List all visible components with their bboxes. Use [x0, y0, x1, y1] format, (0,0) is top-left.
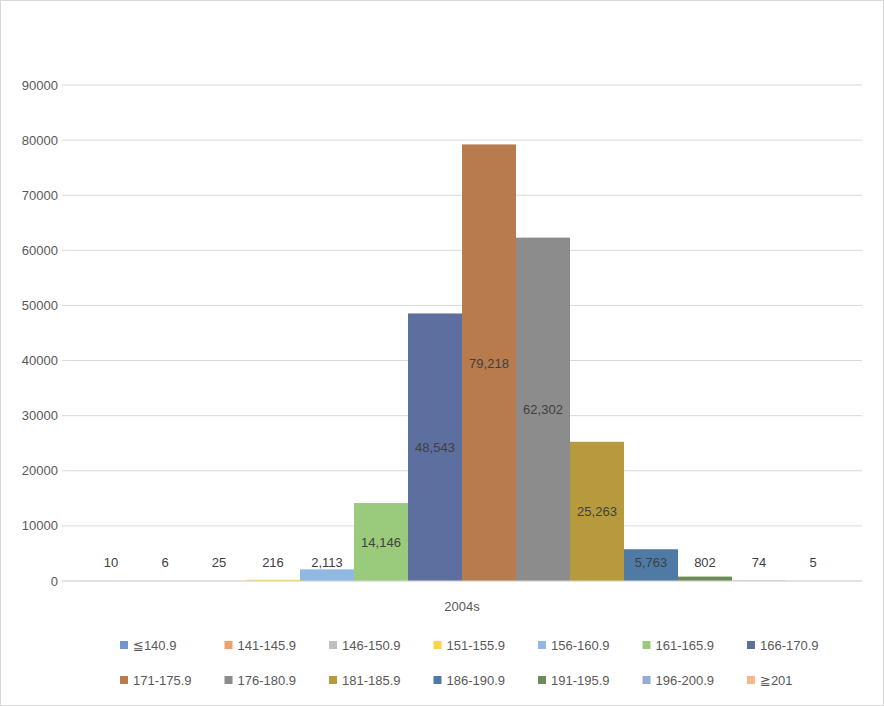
- data-label: 25,263: [577, 504, 617, 519]
- data-label: 6: [161, 555, 168, 570]
- data-label: 14,146: [361, 535, 401, 550]
- bar: [624, 549, 678, 581]
- legend-swatch: [643, 676, 651, 684]
- data-label: 5,763: [635, 555, 668, 570]
- legend-swatch: [329, 641, 337, 649]
- bar: [516, 238, 570, 581]
- legend-swatch: [120, 641, 128, 649]
- legend-swatch: [225, 641, 233, 649]
- bar: [462, 144, 516, 581]
- data-label: 10: [104, 555, 118, 570]
- bar: [678, 577, 732, 581]
- data-label: 62,302: [523, 402, 563, 417]
- data-label: 79,218: [469, 356, 509, 371]
- y-tick-label: 70000: [22, 188, 58, 203]
- legend-label: 186-190.9: [447, 673, 506, 688]
- y-tick-label: 30000: [22, 408, 58, 423]
- grid-line: [62, 85, 862, 86]
- y-tick-label: 60000: [22, 243, 58, 258]
- legend-label: 191-195.9: [551, 673, 610, 688]
- legend-label: 181-185.9: [342, 673, 401, 688]
- legend-swatch: [643, 641, 651, 649]
- x-axis-line: [62, 581, 862, 582]
- legend-label: 141-145.9: [238, 638, 297, 653]
- legend-swatch: [434, 641, 442, 649]
- legend-label: 171-175.9: [133, 673, 192, 688]
- legend-swatch: [538, 676, 546, 684]
- legend-swatch: [120, 676, 128, 684]
- chart-border: [1, 1, 884, 706]
- bar: [408, 313, 462, 581]
- y-tick-label: 20000: [22, 463, 58, 478]
- legend-label: 151-155.9: [447, 638, 506, 653]
- y-tick-label: 90000: [22, 78, 58, 93]
- legend-swatch: [434, 676, 442, 684]
- data-labels: 10 6 25 216 2,113 14,146 48,543 79,218 62,302 25,…: [104, 356, 817, 570]
- grid-line: [62, 140, 862, 141]
- legend-label: 166-170.9: [760, 638, 819, 653]
- y-tick-label: 10000: [22, 518, 58, 533]
- legend-swatch: [225, 676, 233, 684]
- legend-label: 161-165.9: [656, 638, 715, 653]
- y-tick-label: 50000: [22, 298, 58, 313]
- legend-label: 156-160.9: [551, 638, 610, 653]
- data-label: 2,113: [311, 555, 343, 570]
- bar: [570, 442, 624, 581]
- bars: [84, 144, 840, 581]
- data-label: 25: [212, 555, 226, 570]
- data-label: 802: [694, 555, 716, 570]
- y-tick-label: 0: [51, 574, 58, 589]
- legend-swatch: [329, 676, 337, 684]
- legend-label: ≧201: [760, 673, 793, 688]
- data-label: 5: [809, 555, 816, 570]
- legend-swatch: [538, 641, 546, 649]
- legend-label: 176-180.9: [238, 673, 297, 688]
- bar: [300, 569, 354, 581]
- y-tick-label: 80000: [22, 133, 58, 148]
- legend-label: 196-200.9: [656, 673, 715, 688]
- y-tick-label: 40000: [22, 353, 58, 368]
- legend-label: ≦140.9: [133, 638, 176, 653]
- legend-swatch: [747, 641, 755, 649]
- data-label: 74: [752, 555, 766, 570]
- data-label: 48,543: [415, 440, 455, 455]
- legend-swatch: [747, 676, 755, 684]
- chart: 0 10000 20000 30000 40000 50000 60000 70000 8000…: [0, 0, 884, 706]
- y-axis: 0 10000 20000 30000 40000 50000 60000 70000 8000…: [22, 78, 58, 589]
- data-label: 216: [262, 555, 284, 570]
- bar: [354, 503, 408, 581]
- legend-label: 146-150.9: [342, 638, 401, 653]
- grid: [62, 85, 862, 581]
- legend: ≦140.9 141-145.9 146-150.9 151-155.9 156-160…: [120, 638, 819, 688]
- grid-line: [62, 581, 862, 582]
- x-tick-label: 2004s: [444, 599, 480, 614]
